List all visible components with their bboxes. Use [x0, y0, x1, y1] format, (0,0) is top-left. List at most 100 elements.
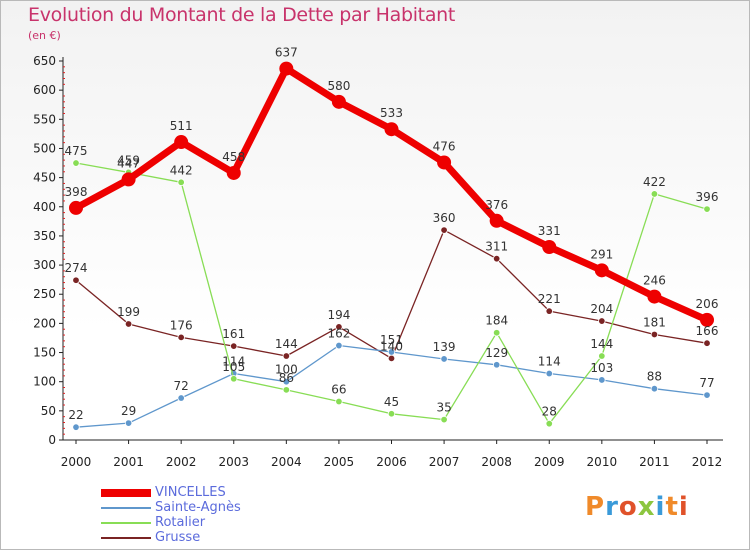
data-label: 139 — [433, 340, 456, 354]
data-label: 105 — [222, 360, 245, 374]
y-tick-label: 250 — [33, 287, 56, 301]
data-point — [279, 61, 294, 76]
data-label: 66 — [331, 383, 346, 397]
x-tick-label: 2002 — [166, 455, 197, 469]
y-tick-label: 100 — [33, 375, 56, 389]
logo-letter: r — [605, 492, 619, 522]
data-point — [72, 159, 80, 167]
data-label: 311 — [485, 240, 508, 254]
data-label: 161 — [222, 327, 245, 341]
data-label: 475 — [65, 144, 88, 158]
data-label: 72 — [174, 379, 189, 393]
data-label: 162 — [327, 327, 350, 341]
logo-letter: i — [678, 492, 689, 522]
data-point — [437, 155, 452, 170]
y-tick-label: 0 — [48, 433, 56, 447]
data-label: 45 — [384, 395, 399, 409]
data-label: 103 — [590, 361, 613, 375]
y-tick-label: 600 — [33, 83, 56, 97]
y-tick-label: 200 — [33, 316, 56, 330]
data-label: 459 — [117, 153, 140, 167]
data-label: 533 — [380, 106, 403, 120]
data-point — [650, 190, 659, 198]
data-point — [650, 330, 659, 339]
data-point — [492, 329, 501, 337]
legend-swatch — [101, 522, 151, 524]
x-tick-label: 2000 — [61, 455, 92, 469]
data-point — [174, 135, 189, 150]
data-point — [177, 178, 185, 186]
y-tick-label: 50 — [41, 404, 56, 418]
data-label: 637 — [275, 46, 298, 60]
data-point — [545, 369, 553, 378]
data-label: 398 — [65, 185, 88, 199]
data-label: 246 — [643, 274, 666, 288]
data-point — [177, 333, 185, 342]
x-tick-label: 2001 — [113, 455, 144, 469]
x-tick-label: 2009 — [534, 455, 565, 469]
data-label: 77 — [699, 376, 714, 390]
y-tick-label: 150 — [33, 346, 56, 360]
x-tick-label: 2005 — [324, 455, 355, 469]
data-label: 144 — [275, 337, 298, 351]
data-label: 221 — [538, 292, 561, 306]
data-point — [335, 341, 343, 350]
data-point — [647, 289, 662, 304]
data-label: 35 — [436, 401, 451, 415]
data-point — [124, 320, 133, 328]
y-tick-label: 500 — [33, 141, 56, 155]
logo-letter: x — [637, 492, 656, 522]
data-label: 206 — [696, 297, 719, 311]
data-point — [69, 200, 83, 215]
y-tick-label: 300 — [33, 258, 56, 272]
data-point — [121, 172, 136, 187]
data-label: 442 — [170, 163, 193, 177]
y-tick-label: 650 — [33, 54, 56, 68]
x-tick-label: 2008 — [481, 455, 512, 469]
data-label: 140 — [380, 339, 403, 353]
data-label: 29 — [121, 404, 136, 418]
legend-label: VINCELLES — [155, 485, 226, 500]
x-tick-label: 2012 — [692, 455, 723, 469]
data-point — [545, 419, 553, 428]
data-label: 184 — [485, 314, 508, 328]
data-label: 422 — [643, 175, 666, 189]
data-point — [542, 240, 557, 255]
data-point — [282, 377, 291, 386]
data-label: 28 — [542, 405, 557, 419]
data-point — [282, 352, 291, 360]
data-label: 360 — [433, 211, 456, 225]
data-label: 194 — [327, 308, 350, 322]
data-label: 100 — [275, 363, 298, 377]
data-point — [598, 317, 606, 325]
data-point — [492, 361, 501, 369]
data-point — [230, 342, 238, 350]
data-label: 129 — [485, 346, 508, 360]
data-label: 331 — [538, 224, 561, 238]
data-label: 181 — [643, 315, 666, 329]
logo-letter: t — [665, 492, 679, 522]
x-tick-label: 2003 — [218, 455, 249, 469]
data-point — [440, 415, 448, 424]
data-point — [335, 397, 343, 406]
data-point — [703, 339, 711, 347]
data-label: 114 — [222, 355, 245, 369]
data-label: 274 — [65, 261, 88, 275]
data-label: 291 — [590, 247, 613, 261]
data-label: 144 — [590, 337, 613, 351]
data-point — [124, 419, 133, 427]
data-label: 476 — [433, 139, 456, 153]
y-tick-label: 350 — [33, 229, 56, 243]
data-point — [489, 213, 504, 228]
legend-label: Rotalier — [155, 515, 206, 530]
data-point — [226, 165, 241, 180]
data-label: 151 — [380, 333, 403, 347]
data-point — [545, 307, 553, 315]
data-label: 86 — [279, 371, 294, 385]
data-point — [700, 312, 714, 327]
data-label: 114 — [538, 355, 561, 369]
data-label: 166 — [696, 324, 719, 338]
data-point — [703, 391, 711, 399]
